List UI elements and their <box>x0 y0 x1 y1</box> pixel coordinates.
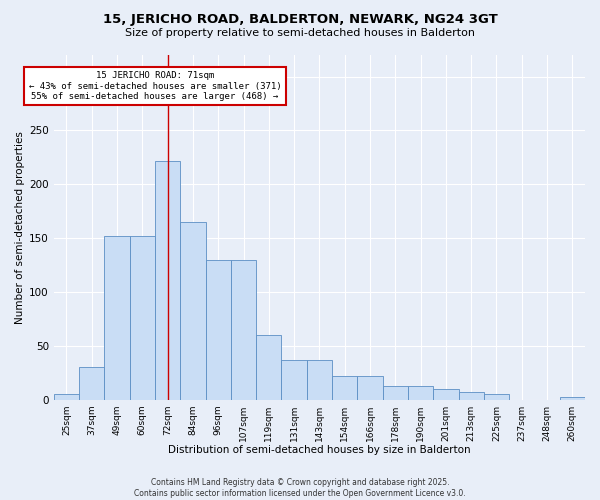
Bar <box>231 260 256 400</box>
Bar <box>383 386 408 400</box>
Bar <box>256 335 281 400</box>
Text: Contains HM Land Registry data © Crown copyright and database right 2025.
Contai: Contains HM Land Registry data © Crown c… <box>134 478 466 498</box>
Bar <box>104 236 130 400</box>
Text: Size of property relative to semi-detached houses in Balderton: Size of property relative to semi-detach… <box>125 28 475 38</box>
Bar <box>332 376 358 400</box>
Text: 15, JERICHO ROAD, BALDERTON, NEWARK, NG24 3GT: 15, JERICHO ROAD, BALDERTON, NEWARK, NG2… <box>103 12 497 26</box>
Bar <box>79 368 104 400</box>
Bar <box>281 360 307 400</box>
Bar <box>484 394 509 400</box>
Bar <box>358 376 383 400</box>
Bar <box>155 160 180 400</box>
Bar <box>560 398 585 400</box>
Bar <box>408 386 433 400</box>
Y-axis label: Number of semi-detached properties: Number of semi-detached properties <box>15 131 25 324</box>
Bar <box>130 236 155 400</box>
Bar <box>458 392 484 400</box>
Bar <box>433 389 458 400</box>
Bar <box>54 394 79 400</box>
Bar <box>206 260 231 400</box>
Bar <box>307 360 332 400</box>
X-axis label: Distribution of semi-detached houses by size in Balderton: Distribution of semi-detached houses by … <box>168 445 471 455</box>
Bar <box>180 222 206 400</box>
Text: 15 JERICHO ROAD: 71sqm
← 43% of semi-detached houses are smaller (371)
55% of se: 15 JERICHO ROAD: 71sqm ← 43% of semi-det… <box>29 71 281 101</box>
